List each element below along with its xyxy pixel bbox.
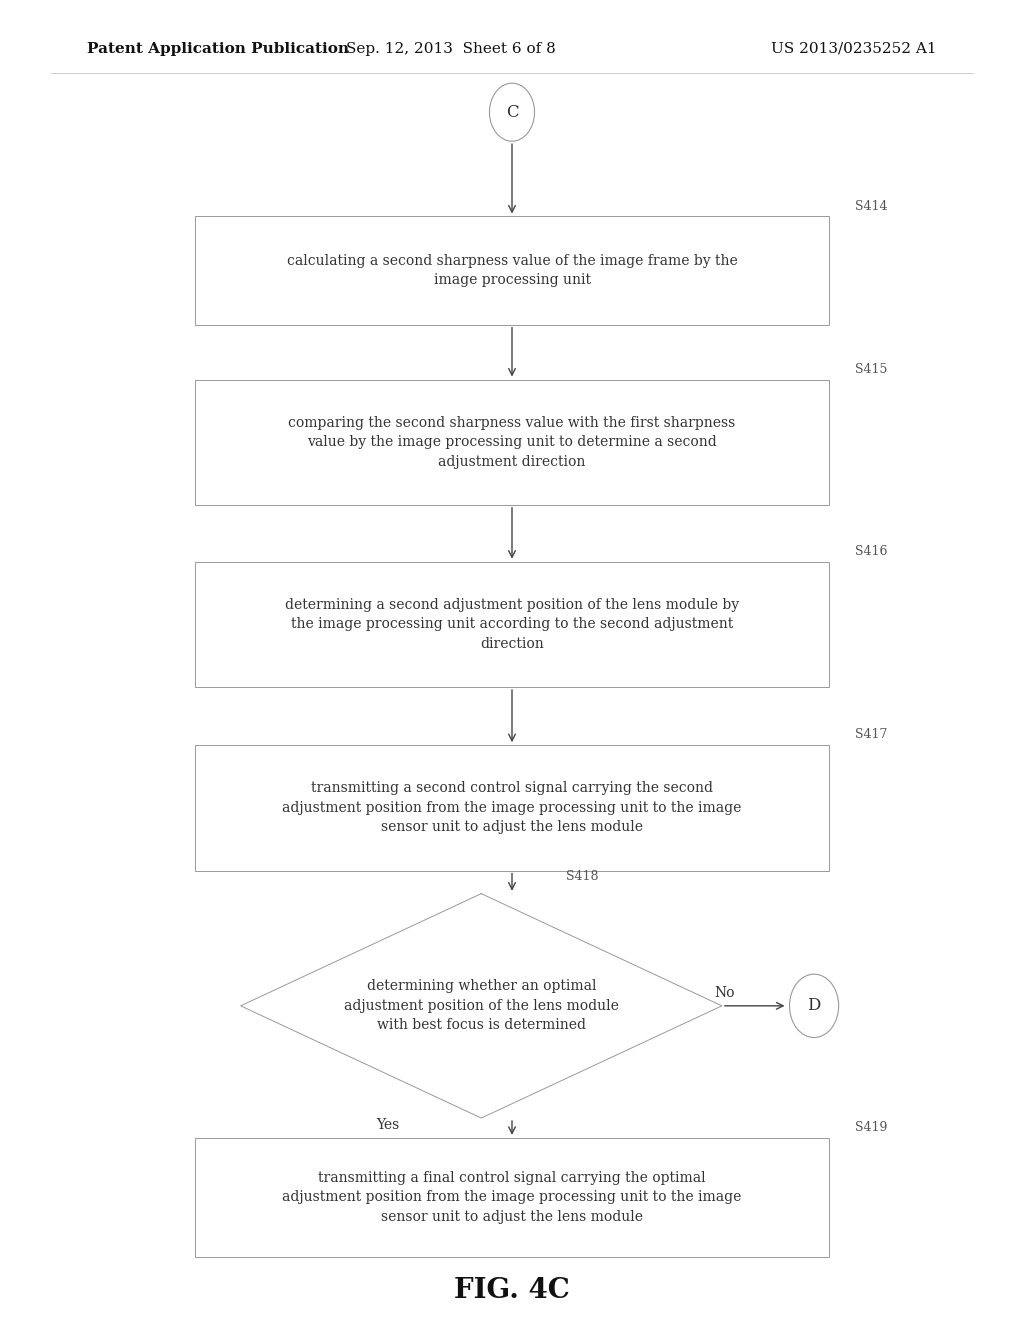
Text: Sep. 12, 2013  Sheet 6 of 8: Sep. 12, 2013 Sheet 6 of 8 [346, 42, 555, 55]
Text: S418: S418 [565, 870, 598, 883]
Text: calculating a second sharpness value of the image frame by the
image processing : calculating a second sharpness value of … [287, 253, 737, 288]
FancyBboxPatch shape [195, 744, 829, 871]
FancyBboxPatch shape [195, 216, 829, 325]
Text: transmitting a final control signal carrying the optimal
adjustment position fro: transmitting a final control signal carr… [283, 1171, 741, 1224]
Text: determining whether an optimal
adjustment position of the lens module
with best : determining whether an optimal adjustmen… [344, 979, 618, 1032]
Text: Patent Application Publication: Patent Application Publication [87, 42, 349, 55]
Text: S417: S417 [855, 729, 888, 741]
FancyBboxPatch shape [195, 380, 829, 504]
Text: US 2013/0235252 A1: US 2013/0235252 A1 [771, 42, 937, 55]
FancyBboxPatch shape [195, 1138, 829, 1257]
Text: FIG. 4C: FIG. 4C [454, 1278, 570, 1304]
FancyBboxPatch shape [195, 562, 829, 686]
Text: comparing the second sharpness value with the first sharpness
value by the image: comparing the second sharpness value wit… [289, 416, 735, 469]
Text: S415: S415 [855, 363, 888, 375]
Text: S414: S414 [855, 199, 888, 213]
Text: determining a second adjustment position of the lens module by
the image process: determining a second adjustment position… [285, 598, 739, 651]
Text: S416: S416 [855, 545, 888, 557]
Text: No: No [715, 986, 735, 999]
Text: C: C [506, 104, 518, 120]
Polygon shape [241, 894, 722, 1118]
Text: Yes: Yes [376, 1118, 399, 1131]
Text: S419: S419 [855, 1121, 888, 1134]
Text: D: D [807, 998, 821, 1014]
Text: transmitting a second control signal carrying the second
adjustment position fro: transmitting a second control signal car… [283, 781, 741, 834]
